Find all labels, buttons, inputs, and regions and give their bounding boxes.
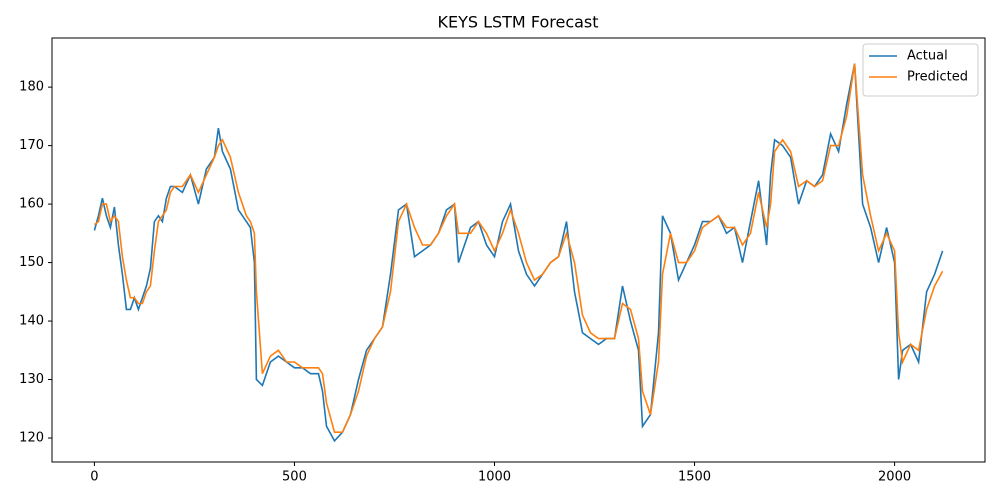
y-tick-label: 140 [19,314,44,329]
y-tick-label: 130 [19,372,44,387]
x-tick-label: 500 [282,470,307,485]
plot-frame [51,37,986,463]
chart-title: KEYS LSTM Forecast [437,13,598,32]
legend-label: Predicted [907,70,968,85]
series-line [93,63,944,443]
y-tick-label: 160 [19,197,44,212]
y-tick-label: 170 [19,138,44,153]
series-line [93,63,944,434]
x-tick-label: 0 [90,470,98,485]
x-tick-label: 1500 [678,470,711,485]
x-tick-label: 1000 [478,470,511,485]
x-tick-label: 2000 [878,470,911,485]
y-tick-label: 120 [19,431,44,446]
y-tick-label: 150 [19,255,44,270]
legend-box [862,43,979,97]
legend-label: Actual [907,49,948,64]
y-tick-label: 180 [19,80,44,95]
legend: Actual Predicted [862,43,979,97]
